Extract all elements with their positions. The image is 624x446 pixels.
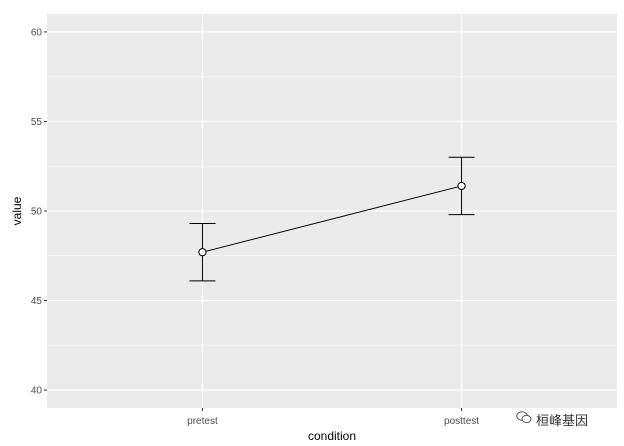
data-layer xyxy=(189,156,475,282)
y-tick-label: 50 xyxy=(31,207,43,218)
x-tick-label: posttest xyxy=(444,416,479,427)
y-tick-label: 60 xyxy=(31,27,43,38)
y-tick-label: 40 xyxy=(31,386,43,397)
y-axis-title: value xyxy=(10,196,24,225)
data-point xyxy=(457,181,466,191)
wechat-icon xyxy=(516,411,532,428)
y-tick-label: 45 xyxy=(31,296,43,307)
axis-layer: 40 45 50 55 60 pretest posttest xyxy=(31,27,479,427)
x-tick-label: pretest xyxy=(187,416,218,427)
y-tick-label: 55 xyxy=(31,117,43,128)
watermark: 桓峰基因 xyxy=(516,410,588,429)
x-axis-title: condition xyxy=(308,429,356,443)
data-point xyxy=(198,248,207,257)
series-line xyxy=(202,185,462,253)
watermark-text: 桓峰基因 xyxy=(536,414,589,429)
